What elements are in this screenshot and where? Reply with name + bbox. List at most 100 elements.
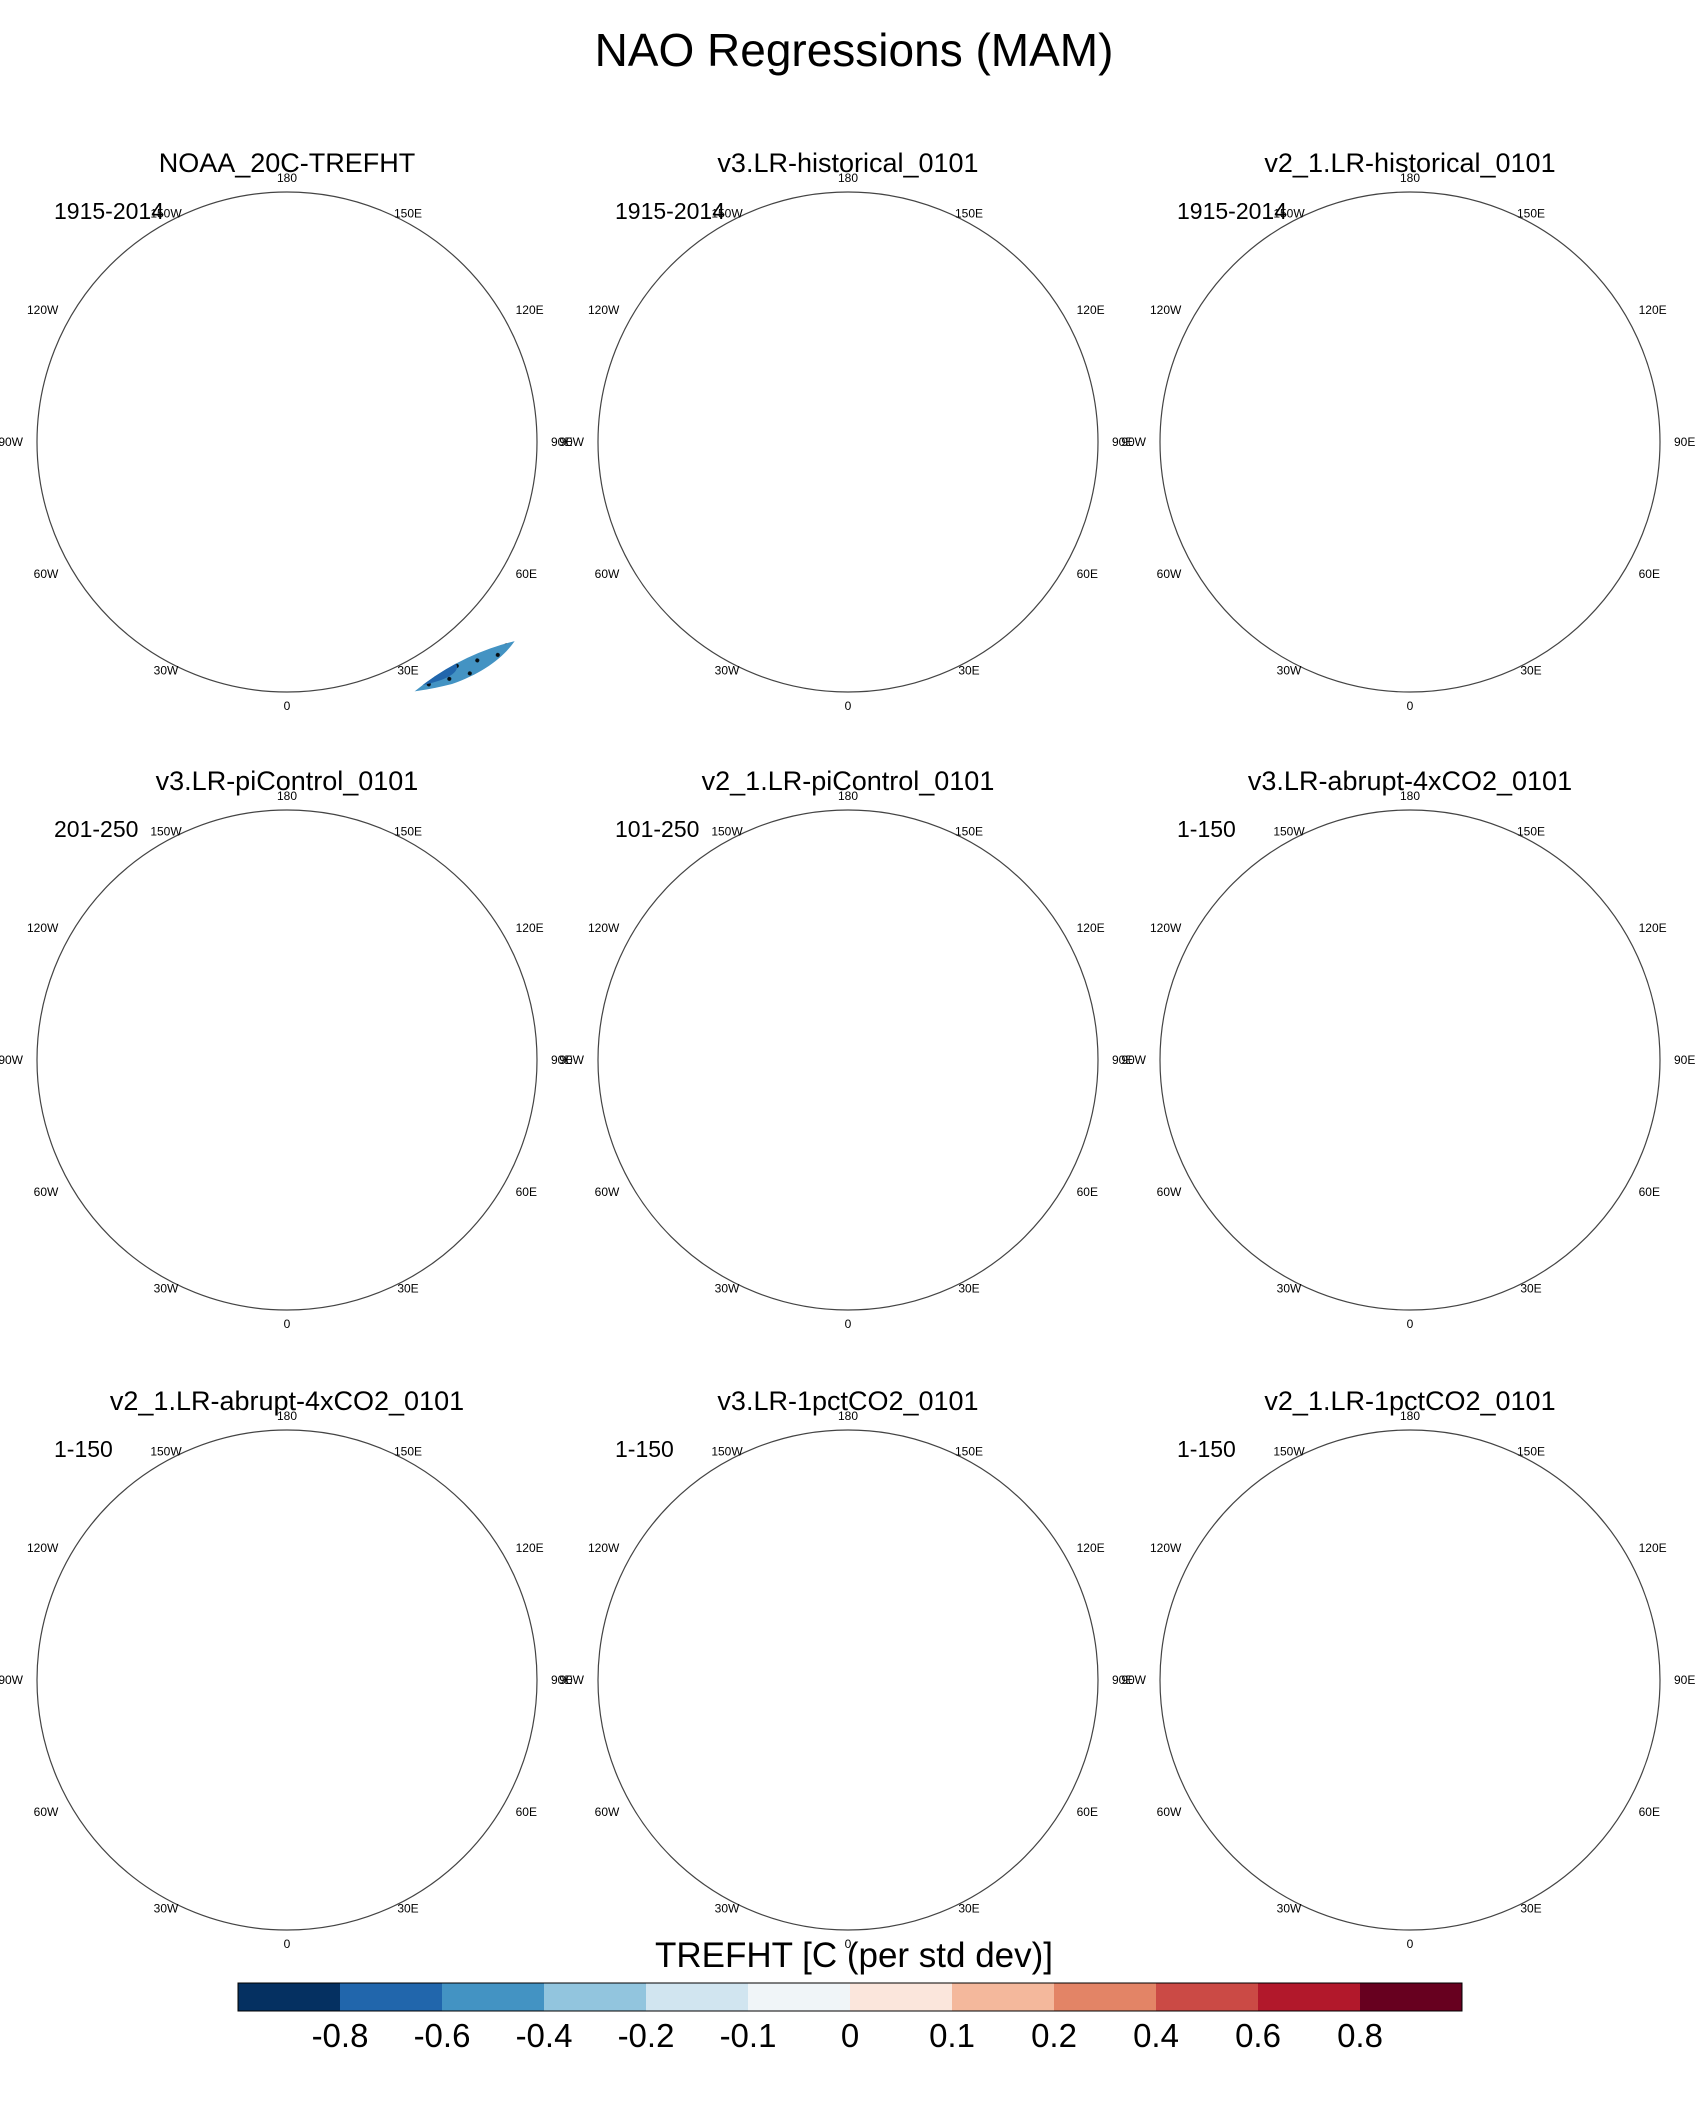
longitude-label: 90W xyxy=(1121,1673,1146,1687)
longitude-label: 30E xyxy=(958,1902,979,1916)
panel-period: 1-150 xyxy=(615,1436,674,1462)
colorbar-tick-label: 0.6 xyxy=(1235,2017,1281,2054)
map-field xyxy=(1150,810,1660,1315)
shaded-region xyxy=(247,1564,535,1879)
coastline xyxy=(1393,1787,1408,1807)
coastline xyxy=(1370,1564,1658,1879)
colorbar-tick-label: 0 xyxy=(841,2017,859,2054)
coastline xyxy=(40,965,247,1172)
panel-title: v2_1.LR-1pctCO2_0101 xyxy=(1264,1386,1555,1416)
longitude-label: 60W xyxy=(595,1185,620,1199)
shaded-region xyxy=(831,1167,846,1187)
shaded-region xyxy=(628,382,698,442)
shaded-region xyxy=(778,1570,838,1610)
shaded-region xyxy=(40,965,247,1172)
shaded-region xyxy=(1565,1680,1655,1800)
longitude-label: 0 xyxy=(1407,1317,1414,1331)
shaded-region xyxy=(197,374,263,422)
shaded-region xyxy=(1292,1699,1328,1731)
coastline xyxy=(290,503,326,565)
coastline xyxy=(1350,402,1425,508)
coastline xyxy=(851,1121,887,1183)
longitude-label: 150W xyxy=(150,1444,182,1458)
longitude-label: 90E xyxy=(551,1673,572,1687)
shaded-region xyxy=(197,945,277,995)
shaded-region xyxy=(601,1585,808,1792)
longitude-label: 150E xyxy=(394,824,422,838)
panel-title: v2_1.LR-piControl_0101 xyxy=(702,766,995,796)
longitude-label: 0 xyxy=(845,1937,852,1951)
longitude-label: 90E xyxy=(1674,1053,1695,1067)
longitude-label: 90E xyxy=(1112,1053,1133,1067)
coastline xyxy=(227,1020,302,1126)
longitude-label: 30W xyxy=(154,1282,179,1296)
shaded-region xyxy=(1440,292,1640,492)
coastline xyxy=(831,1167,846,1187)
longitude-label: 60E xyxy=(1077,1805,1098,1819)
shaded-region xyxy=(67,1010,147,1090)
longitude-label: 0 xyxy=(284,1317,291,1331)
longitude-label: 30W xyxy=(1277,1282,1302,1296)
longitude-label: 90W xyxy=(0,1673,24,1687)
shaded-region xyxy=(758,374,824,422)
coastline xyxy=(851,1741,887,1803)
longitude-label: 120W xyxy=(1150,303,1182,317)
longitude-label: 120E xyxy=(1639,921,1667,935)
longitude-label: 60W xyxy=(1157,1805,1182,1819)
shaded-region xyxy=(260,943,304,987)
shaded-region xyxy=(1310,1238,1648,1315)
longitude-label: 90W xyxy=(1121,435,1146,449)
shaded-region xyxy=(427,422,527,582)
colorbar-segment xyxy=(544,1983,647,2011)
longitude-label: 120W xyxy=(1150,921,1182,935)
shaded-region xyxy=(758,992,824,1040)
coastline xyxy=(1393,549,1408,569)
longitude-label: 30W xyxy=(715,664,740,678)
longitude-label: 120W xyxy=(27,921,59,935)
map-panel: NOAA_20C-TREFHT 1915-2014 180 150W 150E 120W 1… xyxy=(0,148,572,713)
longitude-label: 90W xyxy=(559,435,584,449)
colorbar-segment xyxy=(442,1983,545,2011)
shaded-region xyxy=(332,1063,542,1237)
longitude-label: 60W xyxy=(34,1805,59,1819)
longitude-label: 90E xyxy=(551,1053,572,1067)
longitude-label: 120E xyxy=(516,1541,544,1555)
coastline xyxy=(1163,965,1370,1172)
shaded-region xyxy=(725,1084,761,1116)
coastline xyxy=(1413,503,1449,565)
coastline xyxy=(719,1680,781,1739)
longitude-label: 180 xyxy=(838,171,858,185)
longitude-label: 60E xyxy=(516,567,537,581)
panel-period: 1915-2014 xyxy=(615,198,725,224)
colorbar-segment xyxy=(1360,1983,1463,2011)
shaded-region xyxy=(197,1612,263,1660)
longitude-label: 60W xyxy=(595,1805,620,1819)
map-boundary xyxy=(1159,191,1661,693)
longitude-label: 30W xyxy=(715,1902,740,1916)
shaded-region xyxy=(1399,1617,1541,1783)
shaded-region xyxy=(290,503,326,565)
coastline xyxy=(719,442,781,501)
shaded-region xyxy=(808,944,1096,1259)
shaded-region xyxy=(1388,433,1511,592)
shaded-region xyxy=(851,1121,887,1183)
panel-title: v3.LR-1pctCO2_0101 xyxy=(717,1386,978,1416)
map-panel: v2_1.LR-abrupt-4xCO2_0101 1-150 180 150W 150… xyxy=(0,1386,572,1951)
longitude-label: 90W xyxy=(0,435,24,449)
coastline xyxy=(247,1564,535,1879)
panel-period: 1915-2014 xyxy=(1177,198,1287,224)
shaded-region xyxy=(1370,1564,1658,1879)
shaded-region xyxy=(1163,347,1370,554)
longitude-label: 30E xyxy=(958,664,979,678)
shaded-region xyxy=(290,1741,326,1803)
longitude-label: 0 xyxy=(1407,699,1414,713)
shaded-region xyxy=(158,1680,220,1739)
shaded-region xyxy=(1382,1850,1596,1888)
longitude-label: 60E xyxy=(1077,1185,1098,1199)
longitude-label: 150E xyxy=(394,1444,422,1458)
coastline xyxy=(1281,1680,1343,1739)
coastline xyxy=(227,1640,302,1746)
map-boundary xyxy=(1159,809,1661,1311)
